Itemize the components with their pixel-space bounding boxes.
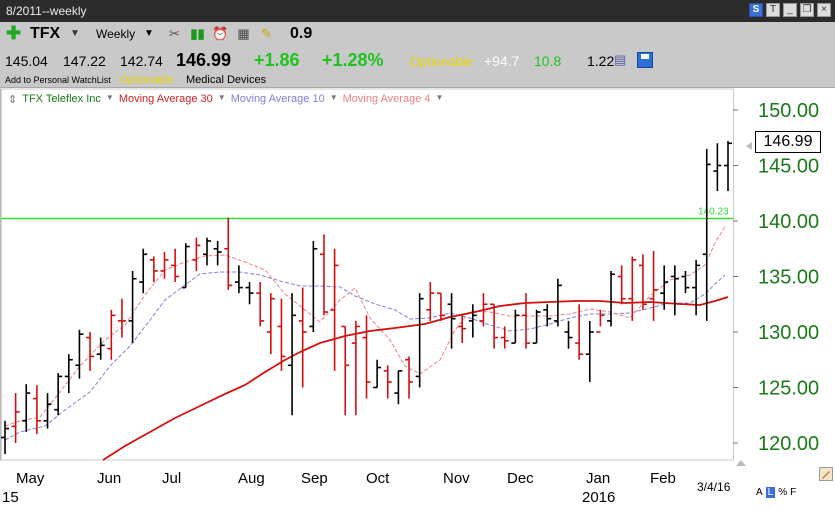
restore-icon[interactable]: ❐ bbox=[800, 3, 814, 17]
y-tick-label: 130.00 bbox=[758, 322, 819, 344]
year-label: 15 bbox=[2, 489, 19, 506]
plot-area bbox=[0, 88, 734, 461]
period-select[interactable]: Weekly bbox=[96, 27, 136, 41]
legend-dropdown-icon[interactable]: ▼ bbox=[329, 93, 338, 102]
optionable-label: Optionable bbox=[410, 54, 473, 69]
window-buttons: S T _ ❐ × bbox=[749, 3, 831, 17]
high-value: 147.22 bbox=[63, 53, 106, 69]
resistance-label: 140.23 bbox=[698, 206, 729, 217]
arrow-left-icon[interactable] bbox=[742, 139, 756, 153]
scale-percent-button[interactable]: % bbox=[778, 487, 788, 498]
legend-dropdown-icon[interactable]: ▼ bbox=[435, 93, 444, 102]
tools-icon[interactable]: ✂ bbox=[169, 26, 180, 41]
change-percent: +1.28% bbox=[322, 50, 384, 70]
y-tick-label: 140.00 bbox=[758, 211, 819, 233]
ma4-line bbox=[4, 224, 727, 427]
legend-series-1[interactable]: Moving Average 30 bbox=[118, 93, 213, 105]
scale-f-button[interactable]: F bbox=[790, 487, 797, 498]
legend-drag-icon[interactable]: ⇕ bbox=[8, 94, 18, 106]
x-tick-label: Aug bbox=[238, 470, 265, 487]
chart-legend: ⇕ TFX Teleflex Inc ▼ Moving Average 30 ▼ Mov… bbox=[8, 93, 443, 107]
change-value: +1.86 bbox=[254, 50, 300, 70]
window-titlebar: 8/2011--weekly S T _ ❐ × bbox=[0, 0, 835, 22]
current-price-label: 146.99 bbox=[755, 131, 821, 153]
symbol-field[interactable]: TFX bbox=[30, 25, 61, 42]
ma30-line bbox=[102, 296, 729, 461]
toolbar-row-symbol: ✚ TFX ▼ Weekly ▼ ✂ ▮▮ ⏰ ▦ ✎ 0.9 bbox=[0, 22, 835, 46]
legend-series-2[interactable]: Moving Average 10 bbox=[230, 93, 325, 105]
alarm-clock-icon[interactable]: ⏰ bbox=[212, 26, 229, 41]
stat-value-1: +94.7 bbox=[484, 53, 520, 69]
y-tick-label: 135.00 bbox=[758, 267, 819, 289]
toolbar-icons: ✂ ▮▮ ⏰ ▦ ✎ bbox=[166, 25, 275, 42]
symbol-dropdown-icon[interactable]: ▼ bbox=[70, 28, 80, 39]
close-icon[interactable]: × bbox=[817, 3, 831, 17]
minimize-icon[interactable]: _ bbox=[783, 3, 797, 17]
optionable-small-label: Optionable bbox=[120, 74, 174, 86]
add-watchlist-link[interactable]: Add to Personal WatchList bbox=[5, 75, 111, 85]
y-tick-label: 150.00 bbox=[758, 100, 819, 122]
save-icon[interactable] bbox=[637, 52, 653, 68]
window-title: 8/2011--weekly bbox=[6, 4, 87, 18]
legend-series-0[interactable]: TFX Teleflex Inc bbox=[22, 93, 101, 105]
note-icon[interactable]: ✎ bbox=[261, 26, 272, 41]
y-tick-label: 145.00 bbox=[758, 156, 819, 178]
x-tick-label: Feb bbox=[650, 470, 676, 487]
period-dropdown-icon[interactable]: ▼ bbox=[144, 28, 154, 39]
legend-series-3[interactable]: Moving Average 4 bbox=[342, 93, 431, 105]
last-price: 146.99 bbox=[176, 50, 232, 70]
x-tick-label: Jun bbox=[97, 470, 121, 487]
toolbar: ✚ TFX ▼ Weekly ▼ ✂ ▮▮ ⏰ ▦ ✎ 0.9 145.04 1… bbox=[0, 22, 835, 88]
last-date-label: 3/4/16 bbox=[697, 480, 731, 494]
scale-controls: A L % F bbox=[756, 487, 796, 498]
year-label: 2016 bbox=[582, 489, 615, 506]
bar-chart-icon[interactable]: ▮▮ bbox=[190, 26, 205, 41]
x-tick-label: Jan bbox=[586, 470, 610, 487]
toolbar-row-info: Add to Personal WatchList Optionable Med… bbox=[0, 74, 835, 88]
add-plus-icon[interactable]: ✚ bbox=[6, 23, 22, 43]
scale-a-button[interactable]: A bbox=[756, 487, 763, 498]
y-tick-label: 120.00 bbox=[758, 433, 819, 455]
toolbar-row-quote: 145.04 147.22 142.74 146.99 +1.86 +1.28%… bbox=[0, 50, 835, 72]
ma10-line bbox=[4, 271, 726, 441]
scroll-up-icon bbox=[736, 460, 746, 466]
table-icon[interactable]: ▦ bbox=[237, 26, 250, 41]
y-tick-label: 125.00 bbox=[758, 378, 819, 400]
x-tick-label: Dec bbox=[507, 470, 534, 487]
legend-dropdown-icon[interactable]: ▼ bbox=[217, 93, 226, 102]
x-tick-label: Jul bbox=[162, 470, 181, 487]
sector-label: Medical Devices bbox=[186, 74, 267, 86]
price-chart[interactable]: 150.00 145.00 140.00 135.00 130.00 125.00 120.… bbox=[0, 88, 835, 509]
x-tick-label: Oct bbox=[366, 470, 390, 487]
scale-log-button[interactable]: L bbox=[765, 487, 776, 498]
text-icon[interactable]: T bbox=[766, 3, 780, 17]
stat-value-3: 1.22 bbox=[587, 53, 615, 69]
pencil-icon[interactable] bbox=[819, 467, 833, 481]
open-value: 145.04 bbox=[5, 53, 48, 69]
legend-dropdown-icon[interactable]: ▼ bbox=[105, 93, 114, 102]
score-value: 0.9 bbox=[290, 25, 313, 42]
x-tick-label: Nov bbox=[443, 470, 470, 487]
s-icon[interactable]: S bbox=[749, 3, 763, 17]
low-value: 142.74 bbox=[120, 53, 163, 69]
stat-value-2: 10.8 bbox=[534, 53, 562, 69]
x-tick-label: Sep bbox=[301, 470, 328, 487]
database-icon[interactable]: ▤ bbox=[614, 52, 627, 67]
x-tick-label: May bbox=[16, 470, 45, 487]
